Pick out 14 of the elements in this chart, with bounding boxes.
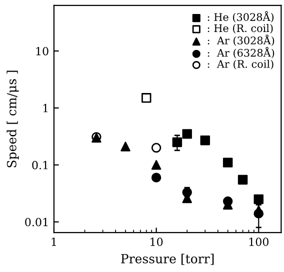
- legend-label: : Ar (3028Å): [208, 34, 274, 46]
- y-tick-label: 0.01: [25, 218, 48, 226]
- x-tick-label: 1: [52, 238, 56, 246]
- legend-label: : He (3028Å): [208, 11, 274, 22]
- x-axis-title: Pressure [torr]: [121, 254, 214, 265]
- legend-label: : Ar (R. coil): [208, 60, 274, 70]
- y-tick-label: 10: [36, 46, 48, 56]
- legend-label: : Ar (6328Å): [208, 46, 274, 58]
- legend-label: : He (R. coil): [208, 24, 273, 34]
- y-tick-label: 1: [43, 104, 48, 112]
- y-tick-label: 0.1: [32, 160, 48, 170]
- x-tick-label: 10: [150, 238, 163, 246]
- x-tick-label: 100: [249, 238, 268, 246]
- y-axis-title: Speed [ cm/μs ]: [6, 70, 19, 168]
